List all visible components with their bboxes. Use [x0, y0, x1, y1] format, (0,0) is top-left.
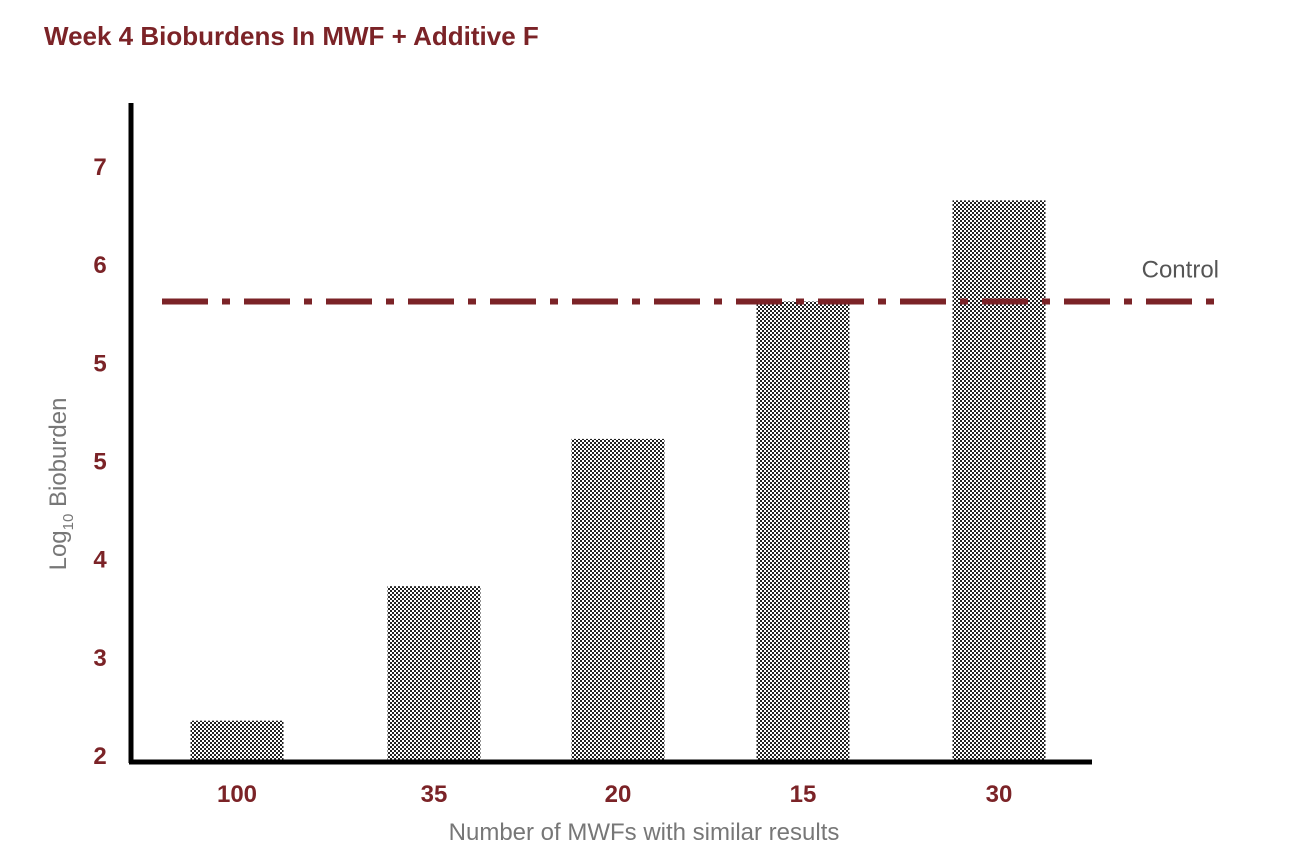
bar-30 [952, 200, 1046, 760]
x-tick-label-35: 35 [421, 781, 448, 808]
y-tick-label-4: 5 [93, 350, 106, 377]
bar-20 [571, 438, 665, 760]
control-label: Control [1142, 256, 1219, 283]
bar-100 [190, 720, 284, 760]
bar-35 [387, 586, 481, 760]
y-tick-label-5: 6 [93, 252, 106, 279]
y-axis-label-subscript: 10 [60, 514, 77, 531]
y-tick-label-0: 2 [93, 743, 106, 770]
bars-layer [190, 200, 1046, 760]
y-tick-label-3: 5 [93, 449, 106, 476]
y-tick-label-6: 7 [93, 154, 106, 181]
y-tick-label-1: 3 [93, 645, 106, 672]
y-tick-label-2: 4 [93, 547, 107, 574]
x-tick-label-100: 100 [217, 781, 257, 808]
chart-title: Week 4 Bioburdens In MWF + Additive F [44, 21, 539, 51]
y-axis-label-main: Log [45, 530, 72, 570]
y-tick-labels: 2 3 4 5 5 6 7 [93, 154, 107, 770]
x-tick-label-20: 20 [605, 781, 632, 808]
bar-15 [756, 301, 850, 760]
x-tick-label-15: 15 [790, 781, 817, 808]
y-axis-label-rest: Bioburden [45, 398, 72, 514]
y-axis-label: Log10 Bioburden [45, 398, 77, 571]
control-layer: Control [162, 256, 1222, 305]
x-tick-labels: 100 35 20 15 30 [217, 781, 1012, 808]
x-tick-label-30: 30 [986, 781, 1013, 808]
x-axis-label: Number of MWFs with similar results [449, 819, 840, 846]
